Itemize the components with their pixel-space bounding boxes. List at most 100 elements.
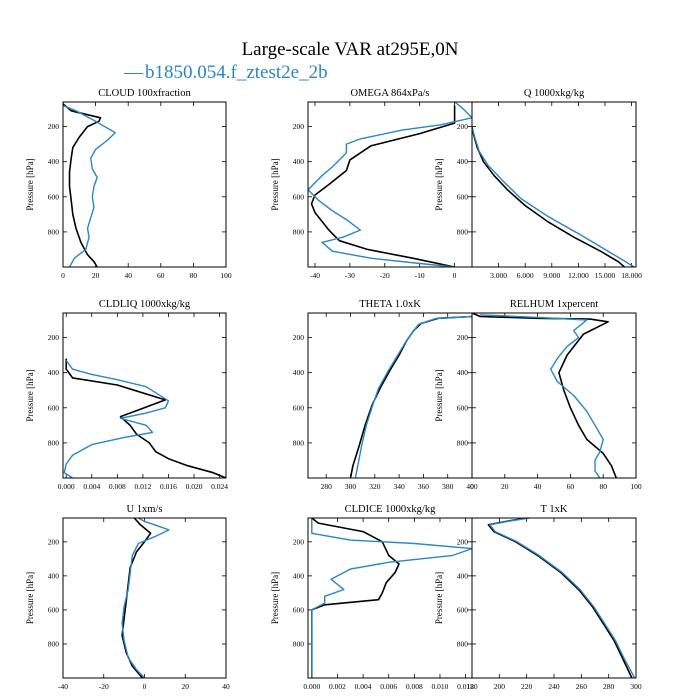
x-tick-label: 18.000 — [621, 271, 642, 280]
y-tick-label: 600 — [457, 605, 469, 614]
y-tick-label: 400 — [293, 157, 305, 166]
x-tick-label: 380 — [442, 482, 454, 491]
x-tick-label: -30 — [345, 271, 355, 280]
x-tick-label: 260 — [576, 682, 588, 691]
series-line-blue — [489, 518, 636, 678]
y-tick-label: 400 — [457, 368, 469, 377]
panel-grid: CLOUD 100xfraction Pressure [hPa] 0 20 40 60 8… — [25, 88, 642, 691]
series-line-black — [472, 313, 618, 478]
x-tick-label: -10 — [415, 271, 425, 280]
panel-6: U 1xm/s Pressure [hPa] -40 -20 0 20 40 200 400 60… — [25, 504, 230, 691]
plot-frame — [62, 101, 227, 268]
plot-frame — [471, 312, 637, 479]
panel-title: THETA 1.0xK — [359, 299, 421, 310]
x-tick-label: 0.002 — [329, 682, 346, 691]
x-tick-label: 0.000 — [303, 682, 320, 691]
x-tick-label: 360 — [418, 482, 430, 491]
x-tick-label: 20 — [182, 682, 190, 691]
x-tick-label: 0.012 — [134, 482, 151, 491]
x-tick-label: 40 — [222, 682, 230, 691]
x-tick-label: 200 — [494, 682, 506, 691]
y-tick-label: 200 — [48, 333, 60, 342]
series-line-black — [63, 103, 102, 267]
y-tick-label: 600 — [48, 192, 60, 201]
x-tick-label: 0.010 — [432, 682, 449, 691]
y-axis-label: Pressure [hPa] — [270, 158, 280, 210]
panel-title: CLDICE 1000xkg/kg — [345, 504, 436, 515]
series-line-black — [65, 358, 226, 478]
x-tick-label: -20 — [380, 271, 390, 280]
x-tick-label: 100 — [220, 271, 232, 280]
panel-1: OMEGA 864xPa/s Pressure [hPa] -40 -30 -20 -10… — [270, 88, 473, 280]
series-line-black — [311, 518, 400, 678]
y-tick-label: 400 — [48, 157, 60, 166]
y-tick-label: 200 — [457, 333, 469, 342]
series-line-blue — [480, 314, 604, 478]
panel-0: CLOUD 100xfraction Pressure [hPa] 0 20 40 60 8… — [25, 88, 232, 280]
y-axis-label: Pressure [hPa] — [434, 369, 444, 421]
panel-2: Q 1000xkg/kg Pressure [hPa] 3.000 6.000 9.00… — [434, 88, 642, 280]
y-tick-label: 200 — [48, 537, 60, 546]
x-tick-label: 9.000 — [543, 271, 560, 280]
y-axis-label: Pressure [hPa] — [25, 369, 35, 421]
y-tick-label: 800 — [48, 227, 60, 236]
panel-title: T 1xK — [541, 504, 568, 515]
x-tick-label: 0.012 — [457, 682, 474, 691]
x-tick-label: 0.000 — [58, 482, 75, 491]
series-line-blue — [63, 104, 116, 267]
y-tick-label: 600 — [293, 403, 305, 412]
x-tick-label: 320 — [369, 482, 381, 491]
y-tick-label: 200 — [457, 537, 469, 546]
series-line-blue — [311, 521, 472, 678]
y-tick-label: 800 — [48, 438, 60, 447]
y-tick-label: 600 — [293, 192, 305, 201]
x-tick-label: 0 — [61, 271, 65, 280]
legend-label: b1850.054.f_ztest2e_2b — [145, 62, 328, 83]
x-tick-label: 40 — [534, 482, 542, 491]
y-axis-label: Pressure [hPa] — [434, 158, 444, 210]
y-tick-label: 200 — [293, 122, 305, 131]
x-tick-label: 180 — [466, 682, 478, 691]
panel-title: Q 1000xkg/kg — [524, 88, 585, 99]
x-tick-label: 0 — [470, 482, 474, 491]
y-tick-label: 400 — [457, 571, 469, 580]
x-tick-label: 300 — [345, 482, 357, 491]
x-tick-label: 0.006 — [380, 682, 397, 691]
x-tick-label: 0.008 — [406, 682, 423, 691]
plot-frame — [471, 517, 637, 679]
y-tick-label: 600 — [48, 403, 60, 412]
y-tick-label: 600 — [457, 192, 469, 201]
y-tick-label: 800 — [293, 438, 305, 447]
y-tick-label: 400 — [48, 368, 60, 377]
series-line-blue — [308, 102, 472, 267]
panel-title: U 1xm/s — [127, 504, 163, 515]
plot-frame — [62, 312, 227, 479]
panel-title: CLDLIQ 1000xkg/kg — [99, 299, 191, 310]
x-tick-label: 0.020 — [186, 482, 203, 491]
y-tick-label: 800 — [293, 227, 305, 236]
x-tick-label: 0.004 — [83, 482, 100, 491]
x-tick-label: 80 — [190, 271, 198, 280]
plot-frame — [307, 101, 473, 268]
y-axis-label: Pressure [hPa] — [434, 572, 444, 624]
panel-5: RELHUM 1xpercent Pressure [hPa] 0 20 40 60 80 1… — [434, 299, 642, 491]
y-tick-label: 600 — [457, 403, 469, 412]
x-tick-label: 12.000 — [568, 271, 589, 280]
series-line-blue — [354, 315, 472, 478]
y-tick-label: 400 — [457, 157, 469, 166]
panel-title: CLOUD 100xfraction — [98, 88, 191, 99]
y-tick-label: 400 — [293, 368, 305, 377]
y-tick-label: 800 — [48, 639, 60, 648]
series-line-black — [472, 126, 626, 267]
x-tick-label: 60 — [157, 271, 165, 280]
y-tick-label: 200 — [457, 122, 469, 131]
x-tick-label: 20 — [92, 271, 100, 280]
x-tick-label: -40 — [58, 682, 68, 691]
plot-frame — [307, 312, 473, 479]
x-tick-label: 340 — [393, 482, 405, 491]
series-line-black — [349, 315, 472, 478]
plot-frame — [62, 517, 227, 679]
y-tick-label: 800 — [457, 227, 469, 236]
y-tick-label: 600 — [293, 605, 305, 614]
x-tick-label: 0.024 — [211, 482, 228, 491]
